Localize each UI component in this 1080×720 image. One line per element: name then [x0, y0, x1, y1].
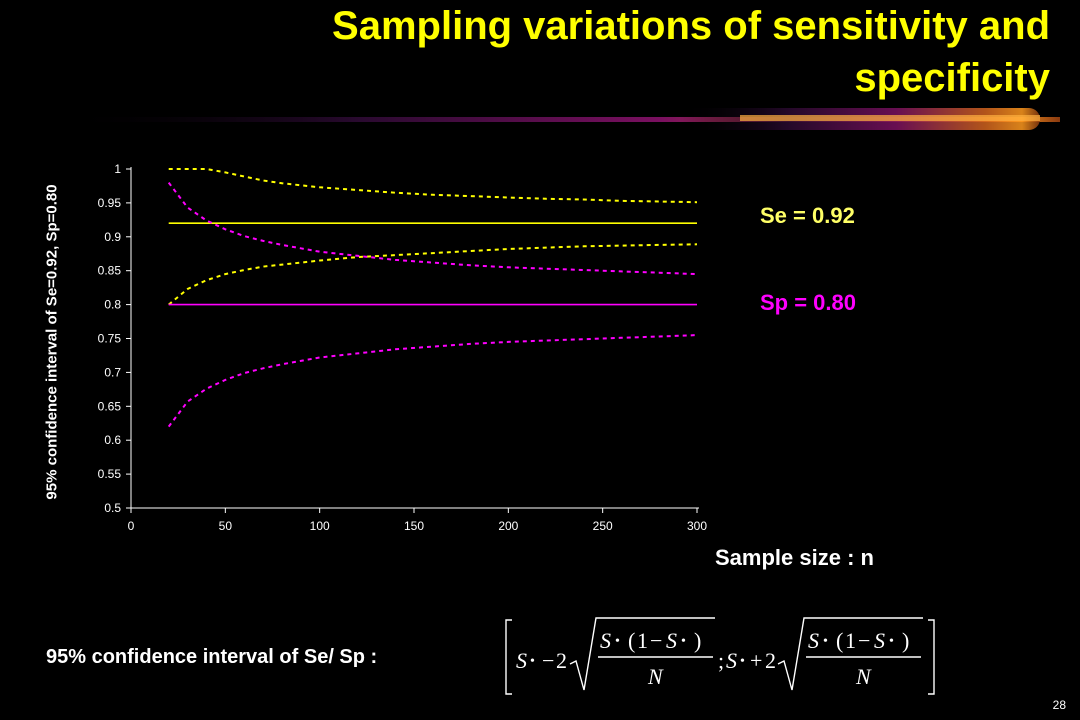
formula-paren-close: ) [694, 628, 701, 653]
y-tick-label: 0.9 [104, 230, 121, 244]
formula-bullet-4: • [740, 654, 745, 669]
x-tick-label: 50 [219, 519, 233, 533]
x-tick-label: 250 [593, 519, 613, 533]
formula-bullet: • [530, 654, 535, 669]
formula-two-2: 2 [765, 648, 776, 673]
y-tick-label: 0.75 [98, 332, 122, 346]
x-tick-label: 0 [128, 519, 135, 533]
legend-sp: Sp = 0.80 [760, 290, 857, 315]
y-tick-label: 0.95 [98, 196, 122, 210]
formula-s-num-2: S [666, 628, 677, 653]
formula-s-num-4: S [874, 628, 885, 653]
formula-minus-3: − [858, 628, 870, 653]
series-line-sp_upper [167, 181, 698, 276]
formula-bullet-5: • [823, 634, 828, 649]
formula-one-2: 1 [845, 628, 856, 653]
formula-paren-close-2: ) [902, 628, 909, 653]
series-line-se_upper [168, 168, 698, 204]
y-tick-label: 0.6 [104, 433, 121, 447]
x-tick-label: 200 [498, 519, 518, 533]
formula-s-2: S [726, 648, 737, 673]
formula-n-1: N [647, 664, 664, 689]
formula-one: 1 [637, 628, 648, 653]
series-line-sp_lower [167, 334, 698, 428]
formula-s: S [516, 648, 527, 673]
formula-bullet-3: • [681, 634, 686, 649]
y-tick-label: 0.85 [98, 264, 122, 278]
slide-title: Sampling variations of sensitivity and s… [332, 4, 1050, 100]
formula-label: 95% confidence interval of Se/ Sp : [46, 646, 378, 668]
x-tick-label: 100 [310, 519, 330, 533]
formula-bullet-2: • [615, 634, 620, 649]
formula-minus-2: − [650, 628, 662, 653]
formula-sep: ; [718, 648, 724, 673]
x-tick-label: 150 [404, 519, 424, 533]
formula-s-num-1: S [600, 628, 611, 653]
y-tick-label: 0.65 [98, 399, 122, 413]
y-tick-label: 0.8 [104, 298, 121, 312]
title-underline-streak [60, 108, 1060, 130]
x-axis-label: Sample size : n [715, 545, 874, 570]
legend-se: Se = 0.92 [760, 203, 855, 228]
y-tick-label: 0.7 [104, 365, 121, 379]
y-tick-label: 1 [114, 162, 121, 176]
formula-n-2: N [855, 664, 872, 689]
formula-plus: + [750, 648, 762, 673]
y-tick-label: 0.55 [98, 467, 122, 481]
series-line-se_lower [168, 243, 698, 306]
formula-bullet-6: • [889, 634, 894, 649]
formula-s-num-3: S [808, 628, 819, 653]
formula-two: 2 [556, 648, 567, 673]
page-number: 28 [1052, 698, 1066, 712]
formula-paren-open: ( [628, 628, 635, 653]
y-tick-label: 0.5 [104, 501, 121, 515]
x-tick-label: 300 [687, 519, 707, 533]
confidence-interval-formula: S • − 2 S • ( 1 − S • ) N ; S • + 2 S • … [505, 617, 935, 695]
formula-minus: − [542, 648, 554, 673]
formula-paren-open-2: ( [836, 628, 843, 653]
